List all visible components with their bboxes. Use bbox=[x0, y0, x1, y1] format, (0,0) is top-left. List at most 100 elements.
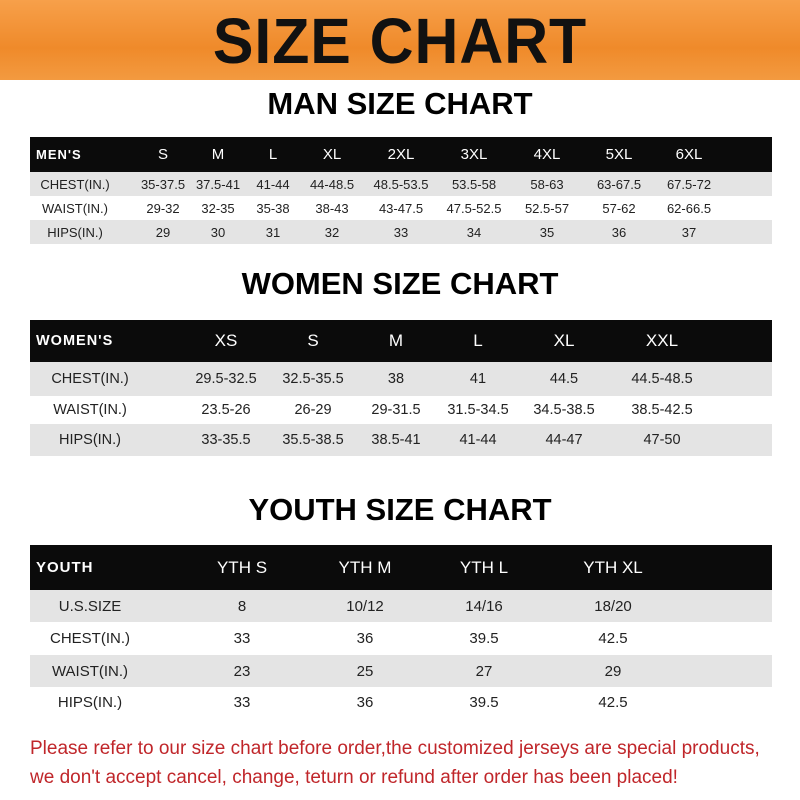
table-cell: 29 bbox=[155, 224, 171, 240]
size-header: L bbox=[473, 331, 483, 350]
table-cell: 18/20 bbox=[594, 597, 632, 615]
table-cell: 47-50 bbox=[643, 432, 681, 448]
table-cell: 33 bbox=[233, 630, 251, 647]
banner: SIZE CHART bbox=[0, 0, 800, 80]
table-cell: 39.5 bbox=[469, 630, 499, 647]
table-cell: 52.5-57 bbox=[524, 200, 570, 216]
table-row: WAIST(IN.) 23.5-26 26-29 29-31.5 31.5-34.5 34… bbox=[30, 396, 772, 424]
size-header: M bbox=[211, 146, 225, 163]
table-cell: 35 bbox=[539, 224, 555, 240]
table-row: WAIST(IN.) 29-32 32-35 35-38 38-43 43-47.5 47.… bbox=[30, 196, 772, 220]
table-cell: 35.5-38.5 bbox=[282, 432, 344, 448]
size-header: XL bbox=[553, 331, 575, 350]
table-cell: 53.5-58 bbox=[451, 176, 497, 192]
table-cell: 41-44 bbox=[256, 176, 290, 192]
table-header-row: YOUTH YTH S YTH M YTH L YTH XL bbox=[30, 545, 772, 590]
table-cell: 33-35.5 bbox=[201, 432, 251, 448]
table-cell: 33 bbox=[233, 694, 251, 711]
table-row: CHEST(IN.) 29.5-32.5 32.5-35.5 38 41 44.5 44.5… bbox=[30, 362, 772, 396]
table-cell: 26-29 bbox=[294, 402, 332, 418]
table-cell: 38-43 bbox=[315, 200, 349, 216]
table-cell: 27 bbox=[475, 662, 493, 680]
table-row: HIPS(IN.) 33 36 39.5 42.5 bbox=[30, 687, 772, 718]
table-cell: 23 bbox=[233, 662, 251, 680]
table-cell: 32.5-35.5 bbox=[282, 371, 344, 387]
table-cell: 37.5-41 bbox=[195, 176, 241, 192]
table-cell: 48.5-53.5 bbox=[373, 176, 429, 192]
table-cell: 67.5-72 bbox=[666, 176, 712, 192]
table-cell: 38.5-42.5 bbox=[631, 402, 693, 418]
men-size-table: MEN'S S M L XL 2XL 3XL 4XL 5XL 6XL CHEST(IN.) 35-37… bbox=[30, 137, 772, 244]
table-cell: 33 bbox=[393, 224, 409, 240]
table-cell: 44.5-48.5 bbox=[631, 371, 693, 387]
row-label: WOMEN'S bbox=[36, 333, 114, 349]
row-label: HIPS(IN.) bbox=[57, 694, 123, 711]
table-cell: 29-31.5 bbox=[371, 402, 421, 418]
size-header: M bbox=[388, 331, 404, 350]
table-row: HIPS(IN.) 29 30 31 32 33 34 35 36 37 bbox=[30, 220, 772, 244]
size-header: YTH M bbox=[338, 557, 392, 577]
youth-title: YOUTH SIZE CHART bbox=[248, 492, 552, 527]
table-row: U.S.SIZE 8 10/12 14/16 18/20 bbox=[30, 590, 772, 622]
table-cell: 34 bbox=[466, 224, 482, 240]
size-header: 6XL bbox=[675, 146, 703, 163]
size-header: S bbox=[307, 331, 319, 350]
size-header: S bbox=[157, 146, 169, 163]
table-cell: 29 bbox=[604, 662, 622, 680]
size-header: YTH L bbox=[459, 557, 509, 577]
row-label: WAIST(IN.) bbox=[51, 662, 129, 680]
table-cell: 44.5 bbox=[549, 371, 579, 387]
size-header: YTH S bbox=[216, 557, 268, 577]
row-label: CHEST(IN.) bbox=[50, 630, 130, 647]
row-label: MEN'S bbox=[36, 147, 82, 162]
table-cell: 29-32 bbox=[146, 200, 180, 216]
women-size-table: WOMEN'S XS S M L XL XXL CHEST(IN.) 29.5-32.5 32.5… bbox=[30, 320, 772, 456]
size-header: XS bbox=[214, 331, 238, 350]
table-row: HIPS(IN.) 33-35.5 35.5-38.5 38.5-41 41-44 44-… bbox=[30, 424, 772, 456]
row-label: CHEST(IN.) bbox=[51, 371, 129, 387]
row-label: WAIST(IN.) bbox=[53, 402, 127, 418]
table-cell: 31 bbox=[265, 224, 281, 240]
size-header: L bbox=[268, 146, 278, 163]
table-cell: 42.5 bbox=[598, 630, 628, 647]
table-cell: 30 bbox=[210, 224, 226, 240]
table-cell: 32-35 bbox=[201, 200, 235, 216]
row-label: U.S.SIZE bbox=[58, 597, 122, 615]
page-title: SIZE CHART bbox=[212, 5, 588, 77]
size-header: 4XL bbox=[533, 146, 561, 163]
table-cell: 36 bbox=[356, 630, 374, 647]
table-row: CHEST(IN.) 33 36 39.5 42.5 bbox=[30, 622, 772, 655]
table-cell: 35-38 bbox=[256, 200, 290, 216]
size-header: XL bbox=[322, 146, 342, 163]
table-row: WAIST(IN.) 23 25 27 29 bbox=[30, 655, 772, 687]
table-cell: 23.5-26 bbox=[201, 402, 251, 418]
table-cell: 44-48.5 bbox=[309, 176, 355, 192]
table-header-row: WOMEN'S XS S M L XL XXL bbox=[30, 320, 772, 362]
table-cell: 32 bbox=[324, 224, 340, 240]
row-label: HIPS(IN.) bbox=[47, 224, 103, 240]
size-header: XXL bbox=[645, 331, 679, 350]
women-title: WOMEN SIZE CHART bbox=[241, 266, 559, 301]
table-cell: 43-47.5 bbox=[378, 200, 424, 216]
note-line: we don't accept cancel, change, teturn o… bbox=[30, 767, 678, 788]
note-line: Please refer to our size chart before or… bbox=[30, 738, 760, 759]
table-cell: 25 bbox=[356, 662, 374, 680]
youth-size-table: YOUTH YTH S YTH M YTH L YTH XL U.S.SIZE 8 10/12… bbox=[30, 545, 772, 718]
table-cell: 38 bbox=[387, 371, 405, 387]
table-cell: 57-62 bbox=[602, 200, 636, 216]
row-label: YOUTH bbox=[36, 559, 94, 576]
table-cell: 39.5 bbox=[469, 694, 499, 711]
table-cell: 36 bbox=[356, 694, 374, 711]
men-title: MAN SIZE CHART bbox=[267, 86, 533, 121]
table-cell: 10/12 bbox=[346, 597, 384, 615]
table-header-row: MEN'S S M L XL 2XL 3XL 4XL 5XL 6XL bbox=[30, 137, 772, 172]
table-cell: 41-44 bbox=[459, 432, 497, 448]
table-cell: 38.5-41 bbox=[371, 432, 421, 448]
size-header: 5XL bbox=[605, 146, 633, 163]
table-row: CHEST(IN.) 35-37.5 37.5-41 41-44 44-48.5 48.5… bbox=[30, 172, 772, 196]
row-label: WAIST(IN.) bbox=[42, 200, 108, 216]
disclaimer-note: Please refer to our size chart before or… bbox=[30, 734, 780, 792]
table-cell: 44-47 bbox=[545, 432, 583, 448]
size-header: 2XL bbox=[387, 146, 415, 163]
row-label: CHEST(IN.) bbox=[40, 176, 110, 192]
